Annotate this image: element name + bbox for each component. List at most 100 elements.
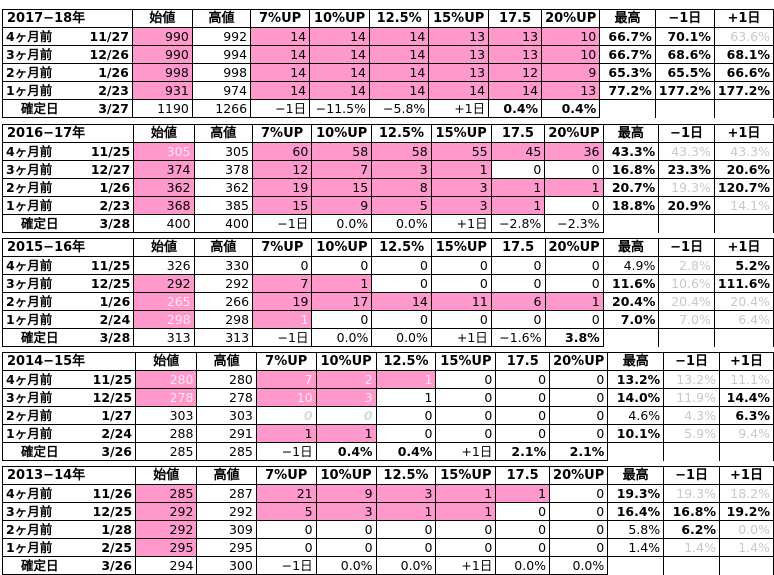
high-cell[interactable]: 287	[196, 484, 257, 503]
high-cell[interactable]: 280	[196, 370, 257, 389]
max-cell[interactable]: 4.6%	[607, 406, 665, 425]
header-start[interactable]: 始値	[135, 352, 198, 371]
start-cell[interactable]: 292	[135, 520, 198, 539]
count-10up-cell[interactable]: 17	[311, 292, 373, 311]
count-17-5-cell[interactable]: 0	[495, 370, 551, 389]
max-cell[interactable]: 18.8%	[602, 196, 660, 215]
count-10up-cell[interactable]: 0	[311, 310, 373, 329]
confirm-plus1-label[interactable]: +1日	[435, 556, 497, 575]
confirm-plus1-value-2[interactable]: 2.1%	[549, 442, 609, 461]
header-minus1[interactable]: −1日	[663, 352, 720, 371]
row-label-cell[interactable]: 確定日 3/28	[1, 328, 135, 347]
count-10up-cell[interactable]: 9	[311, 196, 373, 215]
plus1-cell[interactable]: 63.6%	[713, 27, 774, 46]
count-10up-cell[interactable]: 15	[311, 178, 373, 197]
count-20up-cell[interactable]: 9	[541, 63, 601, 82]
minus1-cell[interactable]: 20.4%	[658, 292, 715, 311]
count-10up-cell[interactable]: 3	[315, 502, 377, 521]
start-cell[interactable]: 1190	[131, 99, 193, 118]
count-12-5-cell[interactable]: 0	[371, 310, 432, 329]
count-7up-cell[interactable]: 14	[250, 63, 311, 82]
count-7up-cell[interactable]: 0	[252, 256, 313, 275]
plus1-cell[interactable]: 20.4%	[713, 292, 774, 311]
confirm-minus1-value[interactable]: 0.4%	[315, 442, 377, 461]
start-cell[interactable]: 285	[135, 442, 198, 461]
count-20up-cell[interactable]: 0	[549, 502, 609, 521]
row-label-cell[interactable]: 4ヶ月前 11/25	[1, 142, 135, 161]
count-12-5-cell[interactable]: 14	[368, 81, 430, 100]
confirm-plus1-label[interactable]: +1日	[428, 99, 490, 118]
count-7up-cell[interactable]: 7	[255, 370, 317, 389]
start-cell[interactable]: 998	[131, 63, 193, 82]
count-10up-cell[interactable]: 0	[315, 520, 377, 539]
header-20up[interactable]: 20%UP	[549, 466, 609, 485]
high-cell[interactable]: 303	[196, 406, 257, 425]
count-17-5-cell[interactable]: 13	[488, 27, 543, 46]
header-7up[interactable]: 7%UP	[252, 238, 313, 257]
high-cell[interactable]: 362	[193, 178, 253, 197]
start-cell[interactable]: 280	[135, 370, 198, 389]
max-cell[interactable]: 13.2%	[607, 370, 665, 389]
row-label-cell[interactable]: 4ヶ月前 11/25	[1, 370, 137, 389]
header-20up[interactable]: 20%UP	[544, 124, 604, 143]
confirm-plus1-value-2[interactable]: 3.8%	[544, 328, 604, 347]
count-15up-cell[interactable]: 0	[435, 538, 497, 557]
count-10up-cell[interactable]: 1	[315, 424, 377, 443]
high-cell[interactable]: 278	[196, 388, 257, 407]
high-cell[interactable]: 400	[193, 214, 253, 233]
count-20up-cell[interactable]: 10	[541, 27, 601, 46]
header-max[interactable]: 最高	[602, 238, 660, 257]
high-cell[interactable]: 994	[191, 45, 252, 64]
count-7up-cell[interactable]: 10	[255, 388, 317, 407]
count-15up-cell[interactable]: 13	[428, 45, 490, 64]
minus1-cell[interactable]: 68.6%	[654, 45, 715, 64]
count-20up-cell[interactable]: 36	[544, 142, 604, 161]
minus1-cell[interactable]: 19.3%	[658, 178, 715, 197]
count-12-5-cell[interactable]: 0	[375, 424, 437, 443]
row-label-cell[interactable]: 確定日 3/26	[1, 556, 137, 575]
max-cell[interactable]: 66.7%	[599, 45, 656, 64]
confirm-plus1-value[interactable]: −1.6%	[490, 328, 546, 347]
count-12-5-cell[interactable]: 3	[375, 484, 437, 503]
count-10up-cell[interactable]: 0	[311, 256, 373, 275]
row-label-cell[interactable]: 4ヶ月前 11/27	[2, 27, 133, 46]
plus1-cell[interactable]: 68.1%	[713, 45, 774, 64]
row-label-cell[interactable]: 3ヶ月前 12/25	[1, 274, 135, 293]
count-17-5-cell[interactable]: 14	[488, 81, 543, 100]
header-10up[interactable]: 10%UP	[315, 466, 377, 485]
header-plus1[interactable]: +1日	[713, 124, 774, 143]
header-12-5[interactable]: 12.5%	[375, 352, 437, 371]
header-17-5[interactable]: 17.5	[490, 238, 546, 257]
confirm-minus1-label[interactable]: −1日	[255, 442, 317, 461]
count-20up-cell[interactable]: 0	[549, 406, 609, 425]
row-label-cell[interactable]: 3ヶ月前 12/26	[2, 45, 133, 64]
plus1-cell[interactable]: 177.2%	[713, 81, 774, 100]
count-7up-cell[interactable]: 60	[251, 142, 313, 161]
start-cell[interactable]: 313	[133, 328, 195, 347]
count-7up-cell[interactable]: 0	[255, 520, 317, 539]
max-cell[interactable]: 19.3%	[607, 484, 665, 503]
count-15up-cell[interactable]: 0	[435, 520, 497, 539]
header-20up[interactable]: 20%UP	[541, 9, 601, 28]
minus1-cell[interactable]: 1.4%	[663, 538, 720, 557]
count-15up-cell[interactable]: 0	[435, 370, 497, 389]
count-12-5-cell[interactable]: 1	[375, 370, 437, 389]
max-cell[interactable]: 16.4%	[607, 502, 665, 521]
confirm-minus1-value[interactable]: 0.0%	[311, 328, 373, 347]
count-17-5-cell[interactable]: 6	[490, 292, 546, 311]
confirm-plus1-value[interactable]: −2.8%	[490, 214, 546, 233]
plus1-cell[interactable]: 6.4%	[713, 310, 774, 329]
header-12-5[interactable]: 12.5%	[375, 466, 437, 485]
count-7up-cell[interactable]: 15	[251, 196, 313, 215]
count-15up-cell[interactable]: 3	[430, 178, 492, 197]
count-7up-cell[interactable]: 7	[252, 274, 313, 293]
header-17-5[interactable]: 17.5	[495, 352, 551, 371]
header-high[interactable]: 高値	[196, 466, 257, 485]
count-15up-cell[interactable]: 13	[428, 27, 490, 46]
count-10up-cell[interactable]: 1	[311, 274, 373, 293]
row-label-cell[interactable]: 3ヶ月前 12/27	[1, 160, 135, 179]
header-15up[interactable]: 15%UP	[428, 9, 490, 28]
max-cell[interactable]: 16.8%	[602, 160, 660, 179]
count-7up-cell[interactable]: 1	[255, 424, 317, 443]
count-15up-cell[interactable]: 1	[435, 502, 497, 521]
